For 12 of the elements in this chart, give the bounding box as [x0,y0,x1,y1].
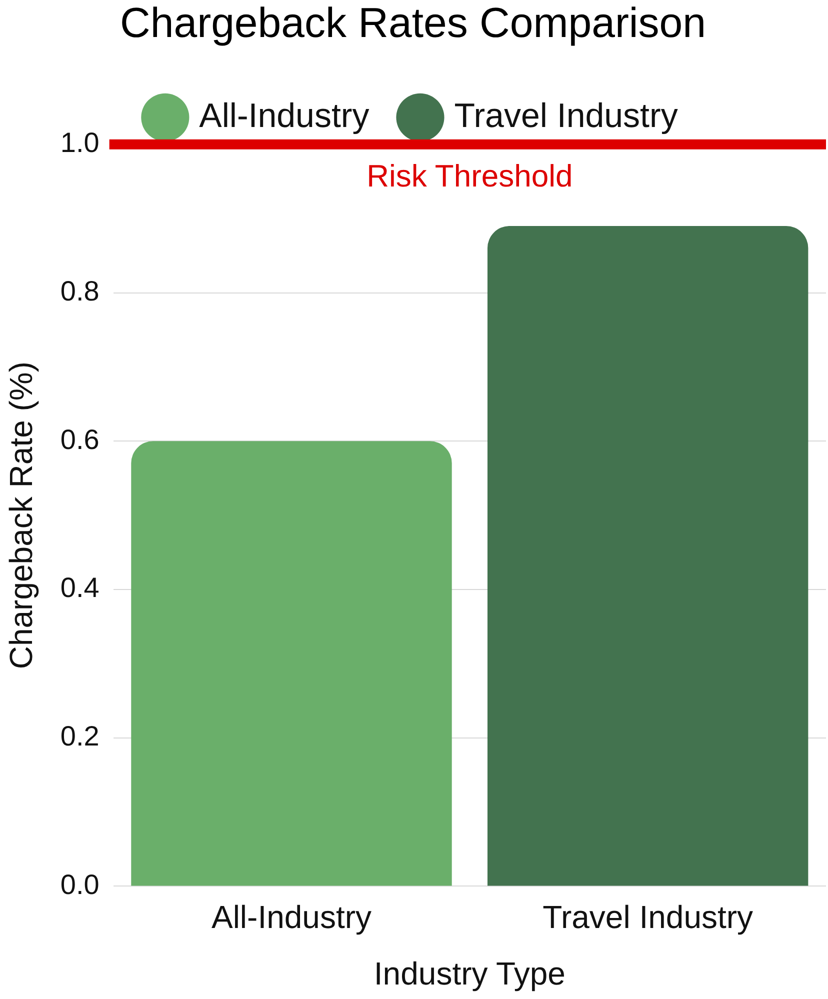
legend-label: Travel Industry [454,96,678,135]
ref-line-label: Risk Threshold [366,158,573,194]
y-tick-label: 0.8 [60,275,100,306]
y-tick-label: 0.0 [60,868,100,900]
y-tick-label: 0.4 [60,572,100,604]
legend-label: All-Industry [199,96,370,135]
x-axis-title: Industry Type [374,956,566,992]
y-axis-title: Chargeback Rate (%) [3,361,40,670]
y-tick-label: 0.6 [60,424,100,455]
y-tick-label: 1.0 [60,127,100,158]
y-tick-label: 0.2 [60,720,100,752]
chart-title: Chargeback Rates Comparison [120,0,706,46]
